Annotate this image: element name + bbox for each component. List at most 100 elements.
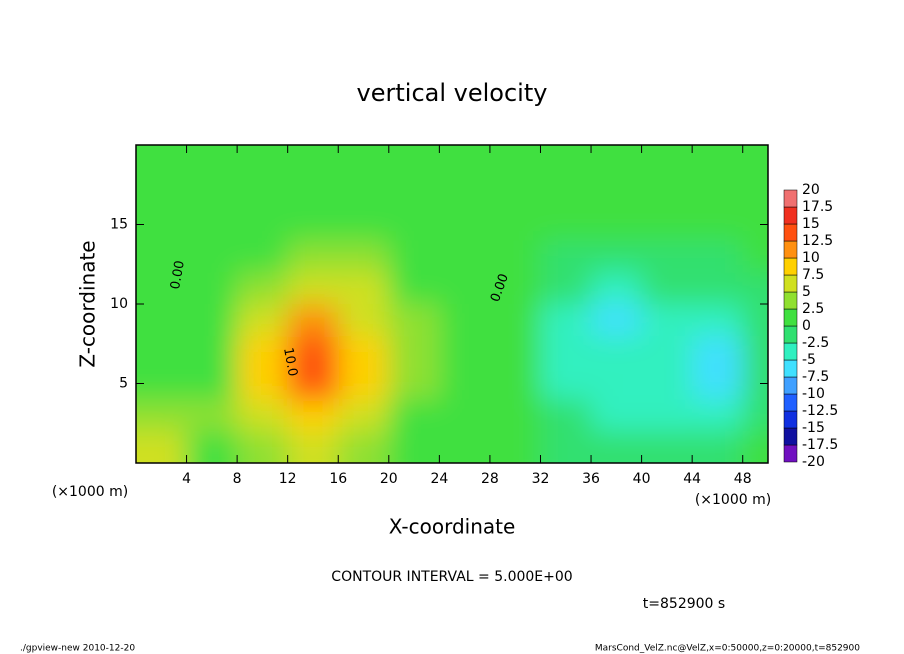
field-cell [540, 240, 592, 273]
colorbar-label: 0 [802, 318, 811, 334]
field-cell [692, 208, 743, 241]
field-cell [388, 399, 440, 432]
colorbar-band [783, 291, 798, 310]
field-cell [641, 335, 693, 368]
field-cell [742, 304, 768, 336]
field-cell [287, 176, 339, 209]
field-cell [388, 145, 440, 177]
field-cell [641, 176, 693, 209]
colorbar-label: -17.5 [802, 437, 838, 453]
colorbar-band [783, 410, 798, 429]
colorbar-band [783, 444, 798, 463]
x-tick-label: 44 [683, 471, 701, 487]
field-cell [540, 304, 592, 336]
field-cell [742, 335, 768, 368]
colorbar-band [783, 274, 798, 293]
field-cell [287, 145, 339, 177]
colorbar-label: 10 [802, 250, 820, 266]
field-cell [388, 240, 440, 273]
x-tick-label: 28 [481, 471, 499, 487]
colorbar-label: 7.5 [802, 267, 824, 283]
field-cell [287, 399, 339, 432]
field-cell [237, 367, 288, 400]
chart-title: vertical velocity [357, 79, 548, 107]
field-cell [388, 304, 440, 336]
field-cell [489, 367, 541, 400]
colorbar-band [783, 240, 798, 259]
field-cell [338, 335, 389, 368]
field-cell [287, 431, 339, 463]
field-cell [338, 240, 389, 273]
field-cell [692, 145, 743, 177]
field-cell [641, 208, 693, 241]
field-cell [641, 272, 693, 304]
field-cell [388, 335, 440, 368]
field-cell [439, 208, 490, 241]
field-cell [338, 208, 389, 241]
field-cell [136, 399, 187, 432]
field-cell [388, 208, 440, 241]
y-tick-label: 5 [119, 376, 128, 392]
field-cell [692, 431, 743, 463]
field-cell [136, 176, 187, 209]
x-unit: (×1000 m) [52, 484, 128, 500]
field-cell [186, 272, 238, 304]
colorbar-band [783, 189, 798, 208]
field-cell [439, 399, 490, 432]
field-cell [692, 176, 743, 209]
colorbar-band [783, 376, 798, 395]
field-cell [237, 399, 288, 432]
field-cell [692, 304, 743, 336]
y-tick-label: 15 [110, 217, 128, 233]
x-axis-label: X-coordinate [389, 515, 516, 539]
field-cell [136, 208, 187, 241]
x-tick-label: 16 [329, 471, 347, 487]
field-cell [287, 272, 339, 304]
field-cell [287, 367, 339, 400]
field-cell [439, 304, 490, 336]
x-tick-label: 40 [633, 471, 651, 487]
colorbar-band [783, 325, 798, 344]
x-tick-label: 12 [279, 471, 297, 487]
x-tick-label: 48 [734, 471, 752, 487]
field-cell [186, 208, 238, 241]
field-cell [591, 208, 642, 241]
field-cell [186, 176, 238, 209]
field-cell [186, 399, 238, 432]
field-cell [237, 335, 288, 368]
field-cell [489, 399, 541, 432]
field-cell [287, 335, 339, 368]
field-cell [439, 240, 490, 273]
field-cell [136, 240, 187, 273]
field-cell [338, 304, 389, 336]
field-cell [338, 367, 389, 400]
field-cell [591, 145, 642, 177]
field-cell [742, 272, 768, 304]
field-cell [591, 335, 642, 368]
field-cell [186, 304, 238, 336]
field-cell [237, 304, 288, 336]
field-cell [186, 431, 238, 463]
field-cell [136, 272, 187, 304]
colorbar-label: -12.5 [802, 403, 838, 419]
colorbar-band [783, 206, 798, 225]
field-cell [540, 176, 592, 209]
field-cell [237, 272, 288, 304]
field-cell [237, 176, 288, 209]
footer-left: ./gpview-new 2010-12-20 [20, 644, 135, 654]
field-cell [591, 399, 642, 432]
colorbar-band [783, 427, 798, 446]
field-cell [287, 240, 339, 273]
field-cell [439, 176, 490, 209]
colorbar-band [783, 393, 798, 412]
field-cell [692, 240, 743, 273]
field-cell [388, 431, 440, 463]
field-cell [186, 145, 238, 177]
field-cell [439, 145, 490, 177]
field-cell [742, 431, 768, 463]
x-tick-label: 8 [233, 471, 242, 487]
field-cell [338, 145, 389, 177]
field-cell [287, 304, 339, 336]
y-tick-label: 10 [110, 296, 128, 312]
field-cell [338, 431, 389, 463]
